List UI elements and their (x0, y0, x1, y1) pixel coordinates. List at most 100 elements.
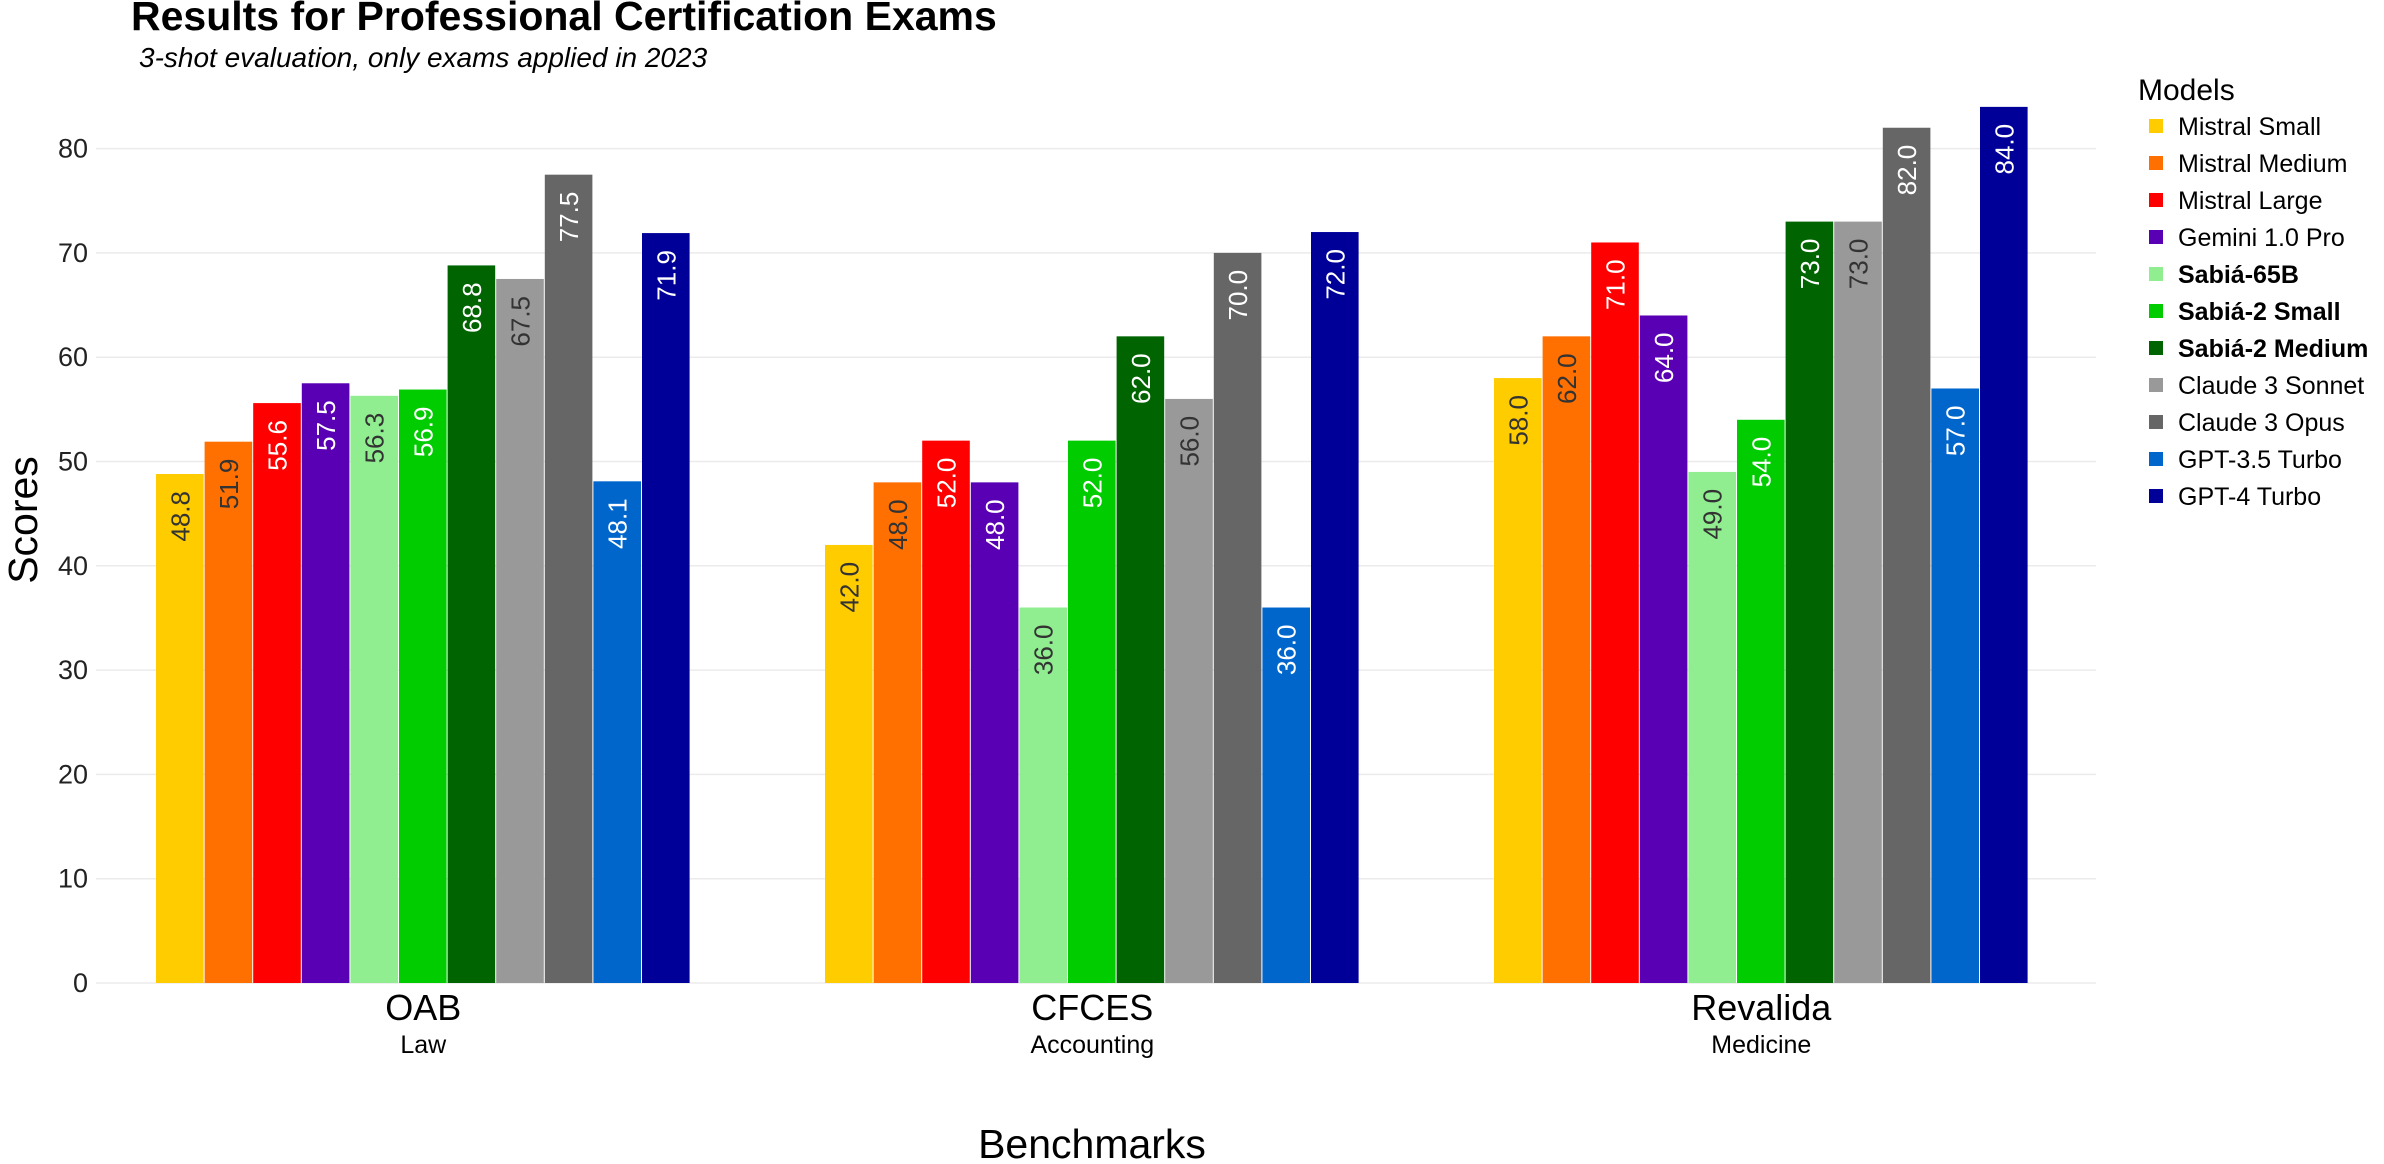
bar-value-label: 77.5 (554, 192, 584, 243)
bar-value-label: 48.0 (980, 499, 1010, 550)
y-tick-label: 50 (58, 447, 88, 477)
y-tick-label: 20 (58, 759, 88, 789)
bar (1068, 440, 1116, 983)
bar-value-label: 57.0 (1941, 405, 1971, 456)
legend-swatch (2149, 415, 2163, 429)
legend-swatch (2149, 267, 2163, 281)
bar (922, 440, 970, 983)
bar-value-label: 54.0 (1746, 437, 1776, 488)
bar (399, 389, 447, 984)
bar (1494, 378, 1542, 983)
bar-value-label: 82.0 (1892, 145, 1922, 196)
bar-value-label: 42.0 (834, 562, 864, 613)
y-tick-label: 60 (58, 342, 88, 372)
bar (1262, 607, 1310, 983)
bar (1019, 607, 1067, 983)
y-tick-label: 40 (58, 551, 88, 581)
bar (873, 482, 922, 983)
bar-value-label: 56.0 (1175, 416, 1205, 467)
bar-value-label: 73.0 (1844, 239, 1874, 290)
legend-entry: Mistral Medium (2178, 150, 2347, 178)
legend-entry: Sabiá-2 Medium (2178, 335, 2368, 363)
y-tick-label: 10 (58, 864, 88, 894)
bar (156, 474, 204, 983)
bar (350, 395, 398, 983)
bar-value-label: 56.9 (408, 407, 438, 458)
bar-value-label: 73.0 (1795, 239, 1825, 290)
bar-value-label: 68.8 (457, 282, 487, 333)
legend-swatch (2149, 156, 2163, 170)
bar (970, 482, 1019, 983)
bar (253, 403, 301, 983)
bar (1542, 336, 1591, 984)
bar (1165, 398, 1213, 983)
legend-swatch (2149, 304, 2163, 318)
legend-entry: Mistral Large (2178, 187, 2323, 215)
x-axis-categories: OAB Law CFCES Accounting Revalida Medicine (385, 987, 1832, 1059)
legend: Models Mistral Small Mistral Medium Mistra… (2138, 74, 2368, 511)
y-tick-label: 0 (73, 968, 88, 998)
legend-entry: Sabiá-65B (2178, 261, 2299, 289)
bar-value-label: 49.0 (1698, 489, 1728, 540)
legend-swatch (2149, 230, 2163, 244)
legend-entry: Claude 3 Sonnet (2178, 372, 2364, 400)
x-category-label: CFCES (1031, 987, 1153, 1028)
bar (1213, 252, 1262, 983)
bar-value-label: 64.0 (1649, 332, 1679, 383)
bar-value-label: 70.0 (1223, 270, 1253, 321)
legend-swatch (2149, 489, 2163, 503)
chart-title: Results for Professional Certification E… (131, 0, 997, 39)
bar (544, 174, 593, 984)
legend-entry: Mistral Small (2178, 113, 2321, 141)
bar (1785, 221, 1834, 984)
bar (1311, 232, 1359, 984)
bar-value-label: 62.0 (1126, 353, 1156, 404)
bar (1882, 127, 1931, 984)
legend-entry: Claude 3 Opus (2178, 409, 2345, 437)
y-tick-label: 70 (58, 238, 88, 268)
bar (1591, 242, 1639, 984)
bar-value-label: 84.0 (1989, 124, 2019, 175)
bar-value-label: 51.9 (214, 459, 244, 510)
x-category-sublabel: Accounting (1030, 1031, 1154, 1059)
x-category-label: Revalida (1691, 987, 1832, 1028)
y-axis-ticks: 0 10 20 30 40 50 60 70 80 (58, 134, 88, 998)
bar (447, 265, 496, 983)
bar (1688, 471, 1736, 983)
bar-value-label: 52.0 (1077, 458, 1107, 509)
bar-value-label: 71.9 (651, 250, 681, 301)
legend-title: Models (2138, 74, 2235, 107)
bar-value-label: 52.0 (932, 458, 962, 509)
bar (1639, 315, 1688, 984)
bar (1980, 106, 2028, 983)
bars: 48.8 51.9 55.6 57.5 56.3 56.9 68.8 67.5 77.5 48.1… (156, 106, 2028, 984)
legend-swatch (2149, 341, 2163, 355)
bar-value-label: 71.0 (1601, 259, 1631, 310)
bar (1737, 419, 1785, 983)
bar-value-label: 48.1 (603, 498, 633, 549)
bar-value-label: 56.3 (360, 413, 390, 464)
legend-entry: GPT-4 Turbo (2178, 483, 2321, 511)
legend-entry: GPT-3.5 Turbo (2178, 446, 2342, 474)
bar (825, 544, 873, 983)
bar-value-label: 62.0 (1552, 353, 1582, 404)
bar (204, 441, 253, 984)
bar (301, 383, 350, 983)
bar-value-label: 57.5 (311, 400, 341, 451)
bar (1931, 388, 1979, 983)
bar-value-label: 72.0 (1320, 249, 1350, 300)
y-axis-title: Scores (0, 456, 46, 584)
bar-value-label: 48.8 (165, 491, 195, 542)
legend-swatch (2149, 193, 2163, 207)
legend-entry: Sabiá-2 Small (2178, 298, 2341, 326)
y-tick-label: 80 (58, 134, 88, 164)
bar-value-label: 36.0 (1272, 625, 1302, 676)
bar (1116, 336, 1165, 984)
legend-swatch (2149, 119, 2163, 133)
legend-entry: Gemini 1.0 Pro (2178, 224, 2345, 252)
x-axis-title: Benchmarks (978, 1121, 1206, 1164)
bar (1834, 221, 1882, 984)
bar (496, 278, 544, 984)
legend-swatch (2149, 378, 2163, 392)
